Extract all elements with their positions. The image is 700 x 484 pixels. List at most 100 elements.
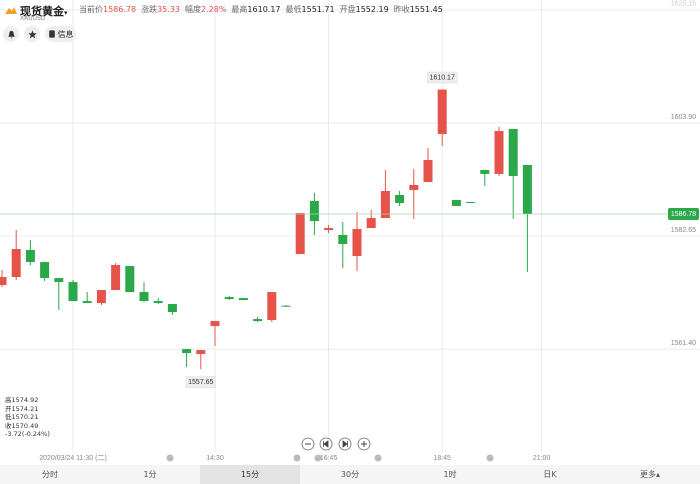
info-label: 开: [5, 404, 12, 413]
period-tab[interactable]: 1时: [443, 470, 457, 479]
candle-body: [466, 202, 476, 204]
star-icon: [27, 29, 37, 38]
zoom-controls: [301, 437, 371, 451]
candle-body: [395, 194, 405, 204]
stat: 幅度2.28%: [185, 5, 226, 14]
info-row: 开1574.21: [5, 405, 50, 414]
symbol: XAUUSD: [20, 15, 46, 22]
candle-body: [338, 235, 348, 244]
icon: [361, 441, 367, 447]
hover-info: 高1574.92 开1574.21 低1570.21 收1570.49 -3.72(-0…: [5, 396, 50, 439]
candle-body: [238, 298, 248, 301]
stat: 昨收1551.45: [394, 5, 443, 14]
info-button[interactable]: 信息: [45, 26, 76, 42]
info-value: -3.72(-0.24%): [5, 430, 50, 439]
info-value: 1574.92: [11, 396, 39, 404]
candle-body: [366, 218, 376, 229]
extreme-label: 1557.65: [188, 379, 213, 386]
handle[interactable]: [374, 454, 382, 462]
info-row: 收1570.49: [5, 422, 50, 431]
stats: 当前价1586.78 涨跌35.33 幅度2.28% 最高1610.17 最低1551.…: [79, 4, 448, 15]
candle-body: [224, 297, 234, 300]
candle-body: [309, 200, 319, 222]
candle-body: [480, 169, 490, 174]
logo: [5, 7, 17, 14]
stat-value: 35.33: [157, 5, 180, 14]
stat-value: 1551.45: [409, 5, 443, 14]
candle-body: [182, 349, 192, 354]
stat-label: 最高: [231, 5, 248, 14]
info-label: 收: [5, 421, 12, 430]
x-tick-label: 2020/03/24 11:30 (二): [39, 455, 107, 462]
x-tick-label: 18:45: [433, 455, 451, 462]
y-tick-label: 1582.65: [671, 227, 696, 234]
doc-icon: [48, 30, 55, 38]
period-tab[interactable]: 1分: [143, 470, 157, 479]
period-tab[interactable]: 更多▴: [639, 470, 660, 479]
stat: 当前价1586.78: [79, 5, 136, 14]
y-tick-label: 1625.15: [671, 1, 696, 8]
alert-button[interactable]: [3, 26, 19, 42]
stat: 最高1610.17: [231, 5, 280, 14]
period-tabs: 分时 1分 15分 30分 1时 日K 更多▴: [0, 465, 700, 484]
extreme-label-box: [185, 376, 217, 388]
candle-body: [380, 190, 390, 219]
candle-body: [324, 228, 334, 231]
candle-body: [451, 199, 461, 207]
info-value: 1570.21: [11, 413, 39, 422]
y-tick-label: 1603.90: [671, 114, 696, 121]
title-text: 现货黄金: [20, 5, 64, 18]
period-tab[interactable]: 日K: [543, 470, 557, 479]
info-row: 高1574.92: [5, 396, 50, 405]
stat-label: 开盘: [339, 5, 356, 14]
candle-body: [409, 184, 419, 190]
stat-label: 最低: [285, 5, 302, 14]
candle-body: [281, 305, 291, 307]
info-label: 高: [5, 396, 12, 404]
extreme-label: 1610.17: [430, 74, 455, 81]
title[interactable]: 现货黄金▾: [20, 3, 68, 19]
handle[interactable]: [486, 454, 494, 462]
period-tab[interactable]: 分时: [42, 470, 58, 479]
favorite-button[interactable]: [24, 26, 40, 42]
period-tab[interactable]: 15分: [200, 465, 300, 484]
handle[interactable]: [293, 454, 301, 462]
info-button-label: 信息: [57, 29, 74, 39]
candle-body: [522, 164, 532, 215]
icon: [323, 440, 329, 448]
candle-body: [11, 248, 21, 278]
candle-body: [167, 304, 177, 313]
handle[interactable]: [166, 454, 174, 462]
candle-body: [0, 277, 7, 286]
period-tab[interactable]: 30分: [340, 470, 360, 479]
current-price-label: 1586.78: [671, 211, 696, 218]
x-tick-label: 14:30: [206, 455, 224, 462]
stat-value: 1610.17: [247, 5, 281, 14]
current-price-box: [668, 208, 699, 221]
candle-body: [508, 128, 518, 176]
candle-body: [68, 282, 78, 302]
candle-body: [40, 262, 50, 279]
info-value: 1570.49: [11, 421, 39, 430]
dropdown-icon: ▾: [64, 9, 68, 17]
stat-label: 当前价: [79, 5, 103, 14]
candle-body: [139, 292, 149, 302]
info-value: 1574.21: [11, 404, 39, 413]
stat-value: 1552.19: [355, 5, 389, 14]
candle-body: [54, 278, 64, 283]
candle-body: [25, 250, 35, 263]
candle-body: [96, 290, 106, 304]
info-row: -3.72(-0.24%): [5, 430, 50, 439]
stat-label: 幅度: [185, 5, 201, 14]
stat-label: 涨跌: [141, 5, 158, 14]
stat: 最低1551.71: [286, 5, 335, 14]
scroll-handles: [166, 454, 494, 462]
candle-body: [253, 319, 263, 322]
x-tick-label: 16:45: [320, 455, 338, 462]
handle[interactable]: [314, 454, 322, 462]
y-tick-label: 1561.40: [671, 340, 696, 347]
stat-value: 1586.78: [103, 5, 137, 14]
extreme-label-box: [426, 71, 458, 84]
x-tick-label: 21:00: [533, 455, 551, 462]
candle-body: [153, 301, 163, 304]
